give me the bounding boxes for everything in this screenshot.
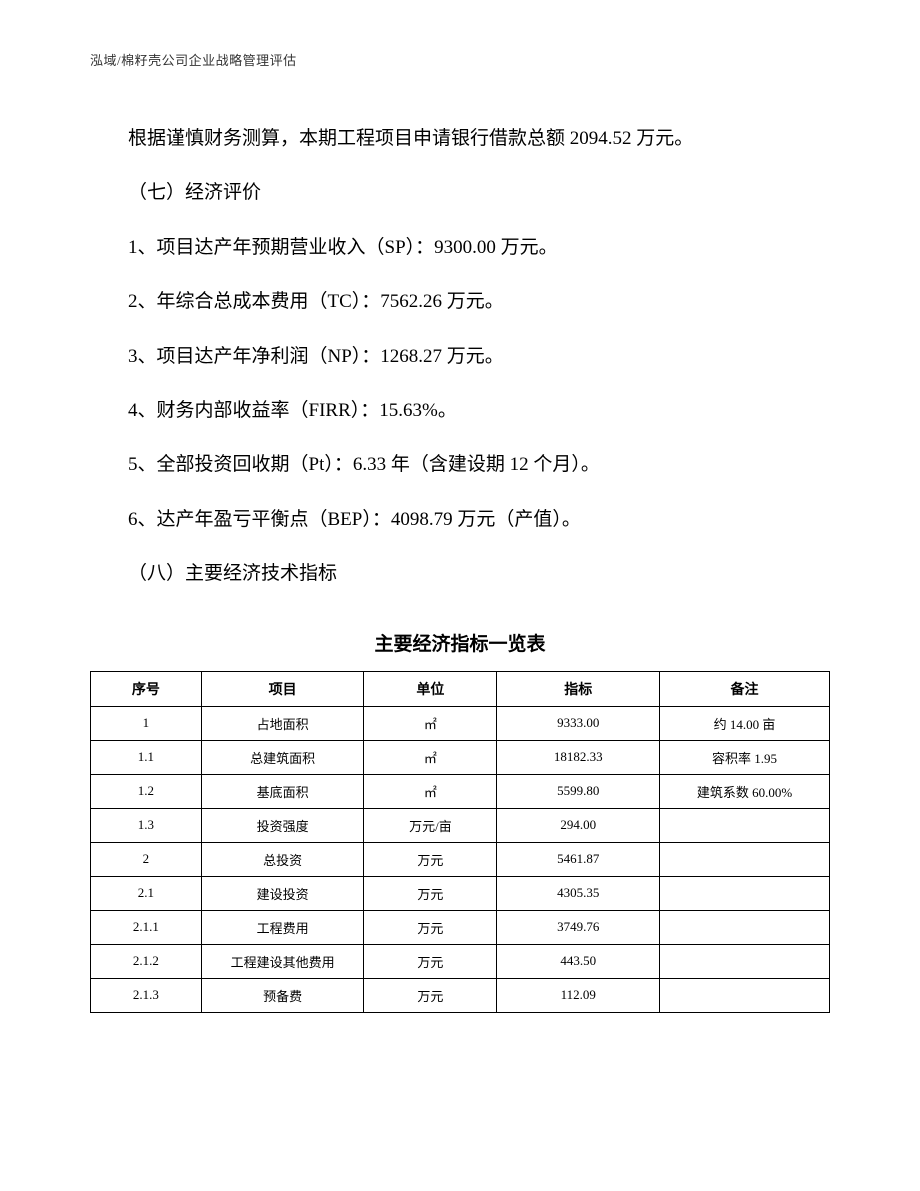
table-cell: ㎡ (364, 740, 497, 774)
table-cell: 预备费 (201, 978, 364, 1012)
table-cell: 1 (91, 706, 202, 740)
table-cell (660, 842, 830, 876)
section-7-title: （七）经济评价 (90, 168, 830, 217)
table-cell: 2.1.1 (91, 910, 202, 944)
table-cell: 1.1 (91, 740, 202, 774)
eval-item-5: 5、全部投资回收期（Pt）：6.33 年（含建设期 12 个月）。 (90, 440, 830, 489)
table-cell: 1.3 (91, 808, 202, 842)
document-content: 根据谨慎财务测算，本期工程项目申请银行借款总额 2094.52 万元。 （七）经… (90, 114, 830, 599)
table-cell: 5461.87 (497, 842, 660, 876)
table-cell: 占地面积 (201, 706, 364, 740)
table-cell: 18182.33 (497, 740, 660, 774)
table-cell: 基底面积 (201, 774, 364, 808)
table-cell: 294.00 (497, 808, 660, 842)
table-cell: ㎡ (364, 774, 497, 808)
table-cell: 5599.80 (497, 774, 660, 808)
table-row: 2.1.2 工程建设其他费用 万元 443.50 (91, 944, 830, 978)
eval-item-2: 2、年综合总成本费用（TC）：7562.26 万元。 (90, 277, 830, 326)
table-cell: 容积率 1.95 (660, 740, 830, 774)
table-row: 1.2 基底面积 ㎡ 5599.80 建筑系数 60.00% (91, 774, 830, 808)
table-cell (660, 910, 830, 944)
eval-item-3: 3、项目达产年净利润（NP）：1268.27 万元。 (90, 332, 830, 381)
table-cell: 3749.76 (497, 910, 660, 944)
table-cell: ㎡ (364, 706, 497, 740)
table-cell: 9333.00 (497, 706, 660, 740)
table-cell: 万元 (364, 978, 497, 1012)
table-row: 2.1.1 工程费用 万元 3749.76 (91, 910, 830, 944)
table-cell: 工程费用 (201, 910, 364, 944)
table-cell: 总投资 (201, 842, 364, 876)
table-header-row: 序号 项目 单位 指标 备注 (91, 671, 830, 706)
table-cell: 建设投资 (201, 876, 364, 910)
table-row: 1 占地面积 ㎡ 9333.00 约 14.00 亩 (91, 706, 830, 740)
table-cell: 万元 (364, 944, 497, 978)
table-cell: 万元 (364, 842, 497, 876)
eval-item-6: 6、达产年盈亏平衡点（BEP）：4098.79 万元（产值）。 (90, 495, 830, 544)
table-cell: 2.1.3 (91, 978, 202, 1012)
table-cell: 建筑系数 60.00% (660, 774, 830, 808)
economic-indicators-table: 序号 项目 单位 指标 备注 1 占地面积 ㎡ 9333.00 约 14.00 … (90, 671, 830, 1013)
table-cell (660, 876, 830, 910)
table-cell (660, 808, 830, 842)
table-cell: 2.1.2 (91, 944, 202, 978)
page-header: 泓域/棉籽壳公司企业战略管理评估 (90, 50, 830, 69)
table-cell: 443.50 (497, 944, 660, 978)
table-cell: 万元 (364, 910, 497, 944)
table-cell: 4305.35 (497, 876, 660, 910)
table-cell: 投资强度 (201, 808, 364, 842)
table-header-cell: 单位 (364, 671, 497, 706)
table-cell (660, 978, 830, 1012)
section-8-title: （八）主要经济技术指标 (90, 549, 830, 598)
eval-item-1: 1、项目达产年预期营业收入（SP）：9300.00 万元。 (90, 223, 830, 272)
table-cell: 万元/亩 (364, 808, 497, 842)
table-cell (660, 944, 830, 978)
table-title: 主要经济指标一览表 (90, 629, 830, 656)
table-cell: 112.09 (497, 978, 660, 1012)
table-row: 1.1 总建筑面积 ㎡ 18182.33 容积率 1.95 (91, 740, 830, 774)
table-cell: 工程建设其他费用 (201, 944, 364, 978)
table-cell: 总建筑面积 (201, 740, 364, 774)
table-cell: 2 (91, 842, 202, 876)
table-cell: 1.2 (91, 774, 202, 808)
table-header-cell: 指标 (497, 671, 660, 706)
table-header-cell: 序号 (91, 671, 202, 706)
table-cell: 万元 (364, 876, 497, 910)
table-body: 1 占地面积 ㎡ 9333.00 约 14.00 亩 1.1 总建筑面积 ㎡ 1… (91, 706, 830, 1012)
table-row: 2 总投资 万元 5461.87 (91, 842, 830, 876)
table-row: 2.1.3 预备费 万元 112.09 (91, 978, 830, 1012)
table-cell: 约 14.00 亩 (660, 706, 830, 740)
table-header-cell: 备注 (660, 671, 830, 706)
table-cell: 2.1 (91, 876, 202, 910)
table-row: 1.3 投资强度 万元/亩 294.00 (91, 808, 830, 842)
eval-item-4: 4、财务内部收益率（FIRR）：15.63%。 (90, 386, 830, 435)
table-header-cell: 项目 (201, 671, 364, 706)
table-row: 2.1 建设投资 万元 4305.35 (91, 876, 830, 910)
paragraph-loan: 根据谨慎财务测算，本期工程项目申请银行借款总额 2094.52 万元。 (90, 114, 830, 163)
